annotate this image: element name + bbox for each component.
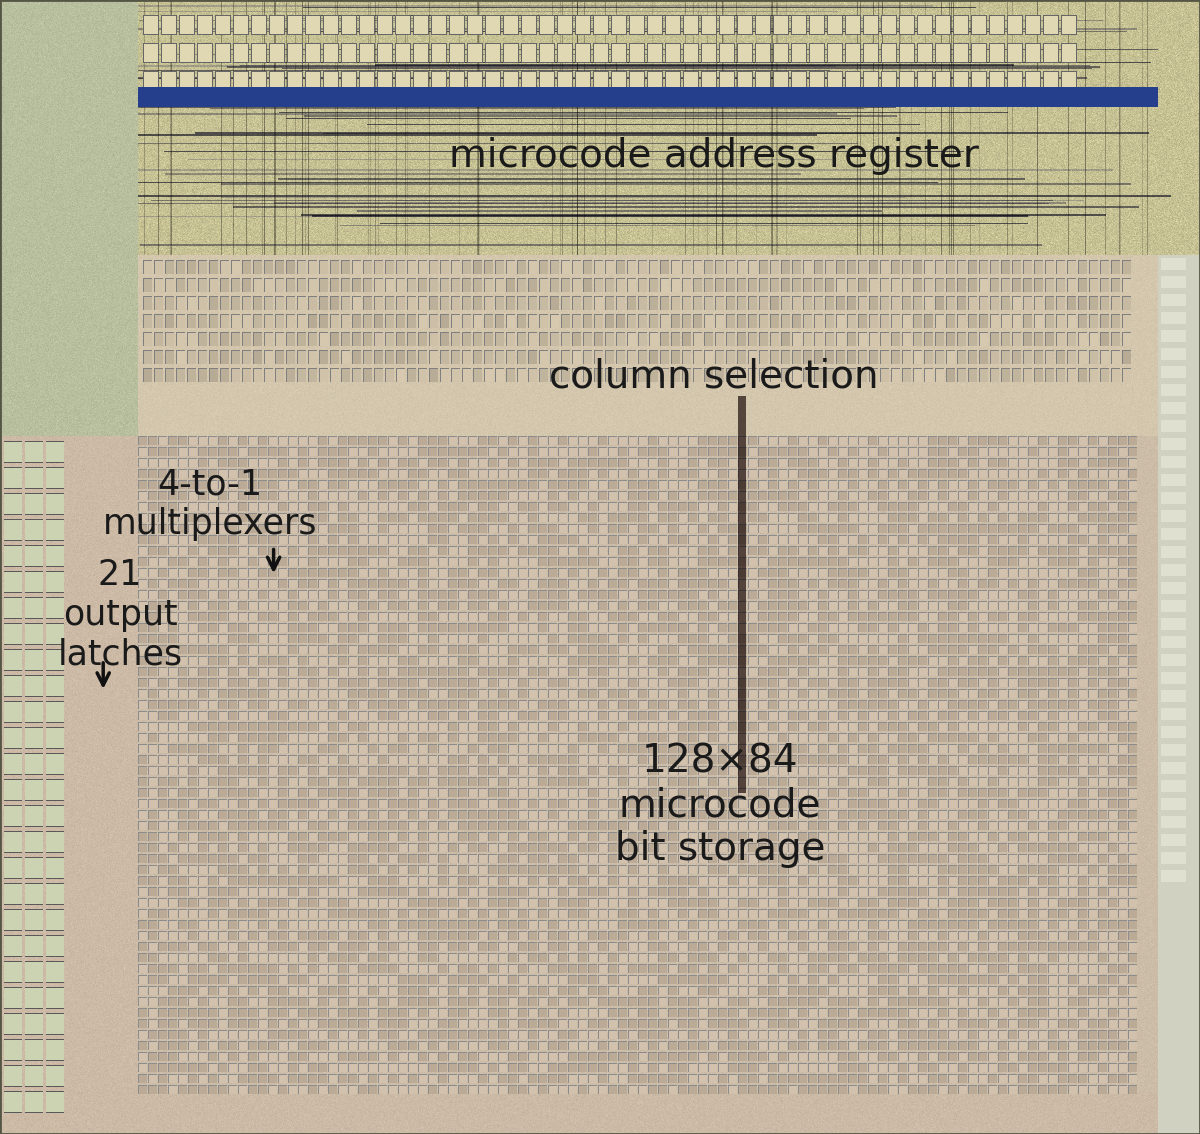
Text: 21
output
latches: 21 output latches xyxy=(58,558,182,671)
Text: microcode address register: microcode address register xyxy=(449,137,979,176)
Text: 128×84
microcode
bit storage: 128×84 microcode bit storage xyxy=(614,742,826,869)
Text: 4-to-1
multiplexers: 4-to-1 multiplexers xyxy=(103,468,317,541)
Text: column selection: column selection xyxy=(550,357,878,396)
